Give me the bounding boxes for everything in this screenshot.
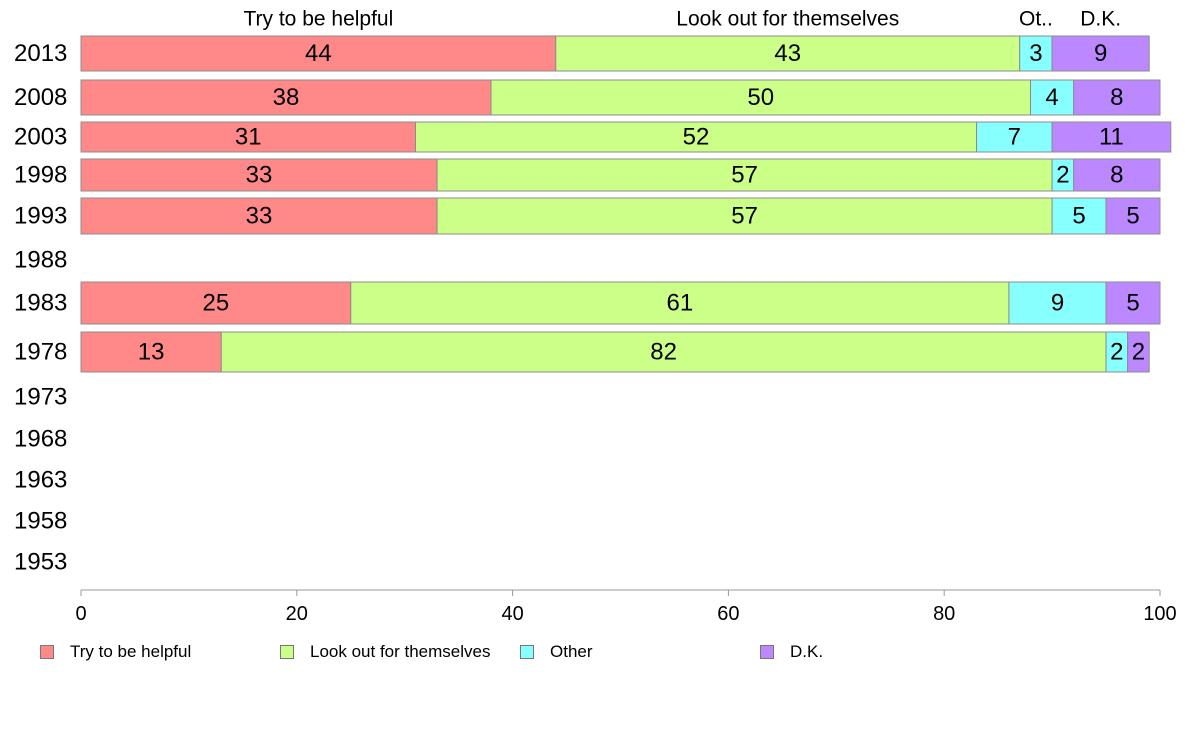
bars-group: 44 43 3 9 38 50 4 8 31 52 7 11 33 57 2 8 33 57 5 5 25 61 9 5 13 8… [80, 35, 1172, 373]
year-label-1988: 1988 [14, 247, 67, 274]
bar-look-out-for-themselves-1993 [436, 197, 1053, 235]
year-label-1978: 1978 [14, 339, 67, 366]
year-label-1993: 1993 [14, 203, 67, 230]
x-tick-label-80: 80 [933, 603, 955, 625]
data-label-d-k-2003: 11 [1099, 124, 1124, 151]
column-header-look-out-for-themselves: Look out for themselves [676, 8, 899, 31]
data-label-try-to-be-helpful-1978: 13 [138, 339, 165, 366]
year-label-2003: 2003 [14, 124, 67, 151]
bar-other-2013 [1019, 35, 1053, 72]
bar-look-out-for-themselves-1998 [436, 158, 1053, 192]
data-label-other-2003: 7 [1008, 124, 1021, 151]
data-label-look-out-for-themselves-1993: 57 [731, 203, 758, 230]
year-label-2013: 2013 [14, 40, 67, 67]
data-label-try-to-be-helpful-1983: 25 [203, 290, 230, 317]
data-label-try-to-be-helpful-1998: 33 [246, 162, 273, 189]
bar-try-to-be-helpful-1993 [80, 197, 438, 235]
data-label-other-1993: 5 [1072, 203, 1085, 230]
bar-try-to-be-helpful-1983 [80, 281, 352, 325]
data-label-other-1978: 2 [1110, 339, 1123, 366]
data-label-d-k-1998: 8 [1110, 162, 1123, 189]
data-label-look-out-for-themselves-2008: 50 [747, 84, 774, 111]
bar-other-2008 [1030, 79, 1075, 116]
x-tick-label-60: 60 [717, 603, 739, 625]
data-label-other-2008: 4 [1045, 84, 1058, 111]
x-tick-label-40: 40 [501, 603, 523, 625]
legend-label-look-out-for-themselves: Look out for themselves [310, 642, 491, 661]
bar-look-out-for-themselves-1978 [220, 331, 1107, 373]
bar-d-k-1983 [1105, 281, 1161, 325]
legend: Try to be helpful Look out for themselves… [40, 642, 1140, 666]
year-label-1998: 1998 [14, 162, 67, 189]
bar-look-out-for-themselves-2013 [555, 35, 1021, 72]
column-header-d-k: D.K. [1080, 8, 1121, 31]
bar-d-k-2003 [1051, 121, 1172, 153]
bar-try-to-be-helpful-2013 [80, 35, 557, 72]
legend-label-other: Other [550, 642, 593, 661]
x-tick-label-20: 20 [286, 603, 308, 625]
year-labels: 2013 2008 2003 1998 1993 1988 1983 1978 1973 1968… [14, 40, 67, 576]
data-label-try-to-be-helpful-2013: 44 [305, 40, 332, 67]
legend-item-try-to-be-helpful: Try to be helpful [40, 642, 191, 662]
legend-swatch-look-out-for-themselves [280, 645, 294, 659]
bar-d-k-2013 [1051, 35, 1150, 72]
bar-try-to-be-helpful-1998 [80, 158, 438, 192]
bar-d-k-2008 [1073, 79, 1161, 116]
data-label-look-out-for-themselves-2013: 43 [774, 40, 801, 67]
year-label-1968: 1968 [14, 426, 67, 453]
data-label-d-k-1983: 5 [1126, 290, 1139, 317]
x-axis: 0 20 40 60 80 100 [75, 589, 1177, 625]
year-label-1973: 1973 [14, 384, 67, 411]
x-tick-label-100: 100 [1143, 603, 1176, 625]
year-label-1983: 1983 [14, 290, 67, 317]
bar-d-k-1998 [1073, 158, 1161, 192]
data-label-d-k-2008: 8 [1110, 84, 1123, 111]
bar-d-k-1993 [1105, 197, 1161, 235]
data-label-other-1998: 2 [1056, 162, 1069, 189]
legend-swatch-try-to-be-helpful [40, 645, 54, 659]
column-headers: Try to be helpful Look out for themselves… [243, 8, 1121, 31]
legend-label-try-to-be-helpful: Try to be helpful [70, 642, 192, 661]
data-label-other-1983: 9 [1051, 290, 1064, 317]
bar-d-k-1978 [1127, 331, 1150, 373]
column-header-try-to-be-helpful: Try to be helpful [243, 8, 393, 31]
data-label-look-out-for-themselves-1983: 61 [666, 290, 693, 317]
data-label-look-out-for-themselves-1978: 82 [650, 339, 677, 366]
data-label-try-to-be-helpful-2008: 38 [273, 84, 300, 111]
legend-item-look-out-for-themselves: Look out for themselves [280, 642, 490, 662]
data-label-try-to-be-helpful-1993: 33 [246, 203, 273, 230]
legend-item-d-k: D.K. [760, 642, 823, 662]
data-label-look-out-for-themselves-1998: 57 [731, 162, 758, 189]
data-label-d-k-2013: 9 [1094, 40, 1107, 67]
data-label-look-out-for-themselves-2003: 52 [683, 124, 710, 151]
data-label-try-to-be-helpful-2003: 31 [235, 124, 262, 151]
bar-try-to-be-helpful-2003 [80, 121, 416, 153]
year-label-1953: 1953 [14, 549, 67, 576]
bar-look-out-for-themselves-2008 [490, 79, 1032, 116]
bar-try-to-be-helpful-2008 [80, 79, 492, 116]
x-tick-label-0: 0 [75, 603, 86, 625]
bar-look-out-for-themselves-1983 [350, 281, 1010, 325]
column-header-other: Ot.. [1019, 8, 1053, 31]
data-label-d-k-1993: 5 [1126, 203, 1139, 230]
bar-look-out-for-themselves-2003 [414, 121, 978, 153]
year-label-1958: 1958 [14, 508, 67, 535]
year-label-2008: 2008 [14, 84, 67, 111]
year-label-1963: 1963 [14, 467, 67, 494]
bar-try-to-be-helpful-1978 [80, 331, 222, 373]
bar-other-1993 [1051, 197, 1107, 235]
data-label-other-2013: 3 [1029, 40, 1042, 67]
legend-label-d-k: D.K. [790, 642, 824, 661]
bar-other-1983 [1008, 281, 1107, 325]
legend-swatch-other [520, 645, 534, 659]
data-label-d-k-1978: 2 [1132, 339, 1145, 366]
legend-swatch-d-k [760, 645, 774, 659]
legend-item-other: Other [520, 642, 593, 662]
